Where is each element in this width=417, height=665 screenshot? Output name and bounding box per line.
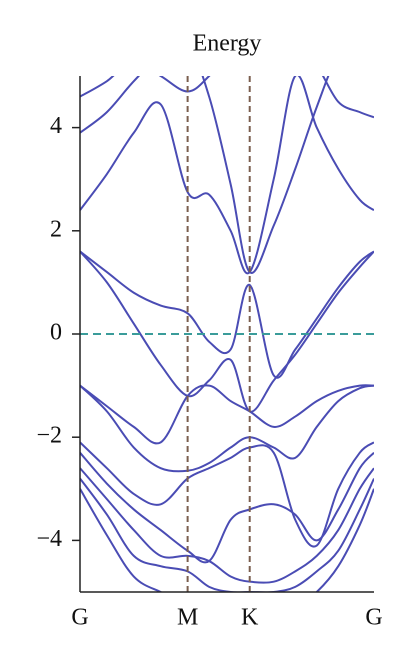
y-tick-label: 4	[50, 113, 62, 139]
band	[80, 250, 374, 379]
x-tick-label: K	[241, 605, 259, 631]
chart-title: Energy	[193, 31, 262, 57]
x-tick-label: M	[177, 605, 198, 631]
band	[80, 488, 374, 592]
band	[80, 76, 374, 275]
band	[80, 250, 374, 413]
band	[80, 441, 374, 548]
x-tick-label: G	[365, 605, 382, 631]
band	[80, 384, 374, 445]
y-tick-label: 2	[50, 216, 62, 242]
plot-area	[80, 76, 374, 592]
band	[80, 76, 330, 274]
x-tick-label: G	[71, 605, 88, 631]
band	[80, 467, 374, 584]
y-tick-label: −4	[36, 526, 62, 552]
band	[80, 384, 374, 473]
y-tick-label: −2	[36, 423, 62, 449]
band	[80, 477, 374, 592]
y-tick-label: 0	[50, 320, 62, 346]
band	[80, 76, 374, 119]
band	[80, 451, 374, 564]
